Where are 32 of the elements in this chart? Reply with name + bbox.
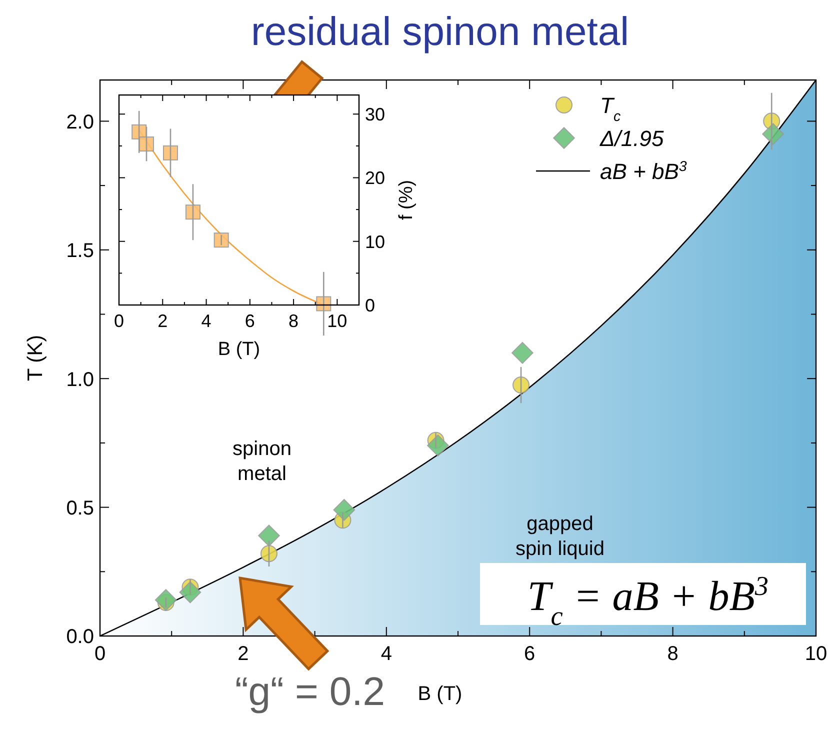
- annotation: gapped spin liquid: [516, 513, 604, 560]
- y-tick-label: 0.5: [66, 497, 94, 520]
- x-tick-label: 8: [288, 311, 299, 331]
- y-tick-label: 1.5: [66, 240, 94, 262]
- y-tick-label: 10: [365, 232, 386, 252]
- y-tick-label: 2.0: [66, 111, 94, 134]
- x-tick-label: 10: [804, 643, 828, 665]
- x-tick-label: 10: [327, 311, 348, 331]
- x-tick-label: 2: [238, 643, 249, 665]
- x-tick-label: 4: [201, 311, 212, 331]
- annotation: T$_{c}$ = aB + bB$^{3}$: [527, 571, 769, 631]
- chart-title: residual spinon metal: [251, 10, 629, 54]
- x-tick-label: 6: [524, 643, 536, 665]
- x-tick-label: 8: [667, 643, 678, 665]
- x-axis-title: B (T): [218, 339, 260, 360]
- x-axis-title: B (T): [418, 683, 462, 705]
- y-tick-label: 30: [365, 104, 386, 125]
- y-axis-title: f (%): [396, 180, 417, 220]
- y-axis-title: T (K): [24, 334, 47, 382]
- legend-label: Δ/1.95: [599, 126, 664, 151]
- x-tick-label: 6: [244, 311, 255, 331]
- legend-label: T$_{c}$: [600, 93, 621, 125]
- y-tick-label: 20: [365, 168, 386, 188]
- x-tick-label: 2: [158, 311, 168, 331]
- y-tick-label: 0: [365, 295, 376, 316]
- x-tick-label: 4: [380, 643, 392, 665]
- y-tick-label: 1.0: [66, 368, 94, 391]
- text: “g“ = 0.2: [234, 670, 386, 714]
- annotation: spinon metal: [232, 438, 292, 485]
- y-tick-label: 0.0: [66, 626, 94, 648]
- x-tick-label: 0: [114, 311, 124, 331]
- legend-label: aB + bB$^{3}$: [600, 159, 687, 184]
